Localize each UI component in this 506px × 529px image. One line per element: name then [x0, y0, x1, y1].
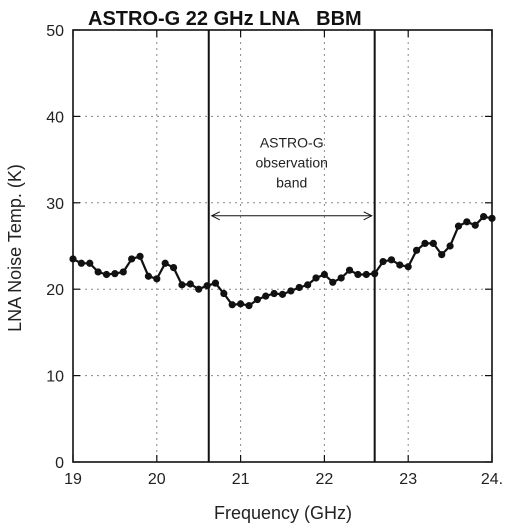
- data-point: [111, 270, 119, 278]
- data-point: [102, 270, 111, 279]
- band-annotation-text: observation: [256, 154, 328, 170]
- band-annotation-text: band: [276, 174, 307, 190]
- data-point: [77, 259, 85, 267]
- x-tick-label: 20: [148, 471, 166, 488]
- band-arrow-head-left: [210, 211, 220, 221]
- y-tick-label: 30: [46, 196, 64, 213]
- annotation-layer: ASTRO-G observation band: [210, 134, 373, 221]
- data-point: [220, 289, 228, 298]
- data-point: [421, 239, 429, 248]
- data-point: [228, 301, 236, 309]
- data-point: [396, 261, 404, 269]
- data-point: [153, 275, 161, 283]
- data-point: [128, 255, 136, 263]
- data-point: [471, 221, 479, 229]
- data-point: [144, 272, 153, 280]
- data-point: [354, 270, 362, 279]
- data-point: [345, 266, 354, 274]
- x-tick-label: 19: [64, 471, 82, 488]
- plot-frame: [72, 29, 493, 463]
- x-tick-label: 23: [399, 471, 417, 488]
- data-point: [362, 270, 370, 279]
- axes-layer: 19 20 21 22 23 24. 0 10 20 30 40 50: [46, 23, 503, 488]
- data-point: [387, 256, 396, 264]
- data-point: [379, 257, 387, 266]
- data-point: [186, 280, 194, 288]
- data-point: [287, 287, 295, 295]
- data-point: [295, 283, 303, 292]
- data-point: [169, 264, 178, 272]
- data-point: [211, 279, 220, 287]
- x-tick-label: 22: [316, 471, 334, 488]
- y-axis-label: LNA Noise Temp. (K): [5, 164, 25, 332]
- data-point: [329, 278, 337, 286]
- data-point: [195, 285, 203, 293]
- x-tick-label: 24.: [481, 471, 503, 488]
- data-point: [480, 213, 488, 221]
- band-layer: [207, 30, 376, 462]
- data-point: [270, 289, 278, 298]
- data-point: [371, 270, 379, 278]
- series-layer: [69, 213, 496, 310]
- data-point: [404, 263, 412, 271]
- data-point: [262, 292, 270, 300]
- data-point: [446, 242, 454, 250]
- data-point: [429, 239, 437, 248]
- y-tick-label: 10: [46, 369, 64, 386]
- data-point: [86, 259, 94, 267]
- data-point: [337, 274, 345, 282]
- data-point: [178, 281, 186, 289]
- chart-title: ASTRO-G 22 GHz LNA BBM: [88, 8, 362, 30]
- data-point: [278, 290, 287, 298]
- y-tick-label: 20: [46, 282, 64, 299]
- data-point: [237, 300, 245, 308]
- data-point: [119, 268, 127, 276]
- band-arrow-head-right: [363, 211, 373, 221]
- y-tick-label: 40: [46, 109, 64, 126]
- data-point: [304, 281, 312, 289]
- data-point: [94, 268, 102, 276]
- data-point: [463, 218, 471, 226]
- data-point: [454, 222, 463, 230]
- data-point: [438, 251, 446, 259]
- x-tick-label: 21: [232, 471, 250, 488]
- data-point: [203, 282, 211, 290]
- data-point: [253, 295, 261, 304]
- x-axis-label: Frequency (GHz): [214, 503, 352, 523]
- y-tick-label: 50: [46, 23, 64, 40]
- data-point: [136, 252, 144, 260]
- data-point: [312, 274, 320, 282]
- data-point: [161, 259, 169, 267]
- y-tick-label: 0: [55, 455, 64, 472]
- data-point: [320, 270, 328, 279]
- data-point: [412, 246, 421, 254]
- data-point: [245, 302, 253, 310]
- band-annotation-text: ASTRO-G: [260, 134, 324, 150]
- grid-layer: [73, 30, 492, 462]
